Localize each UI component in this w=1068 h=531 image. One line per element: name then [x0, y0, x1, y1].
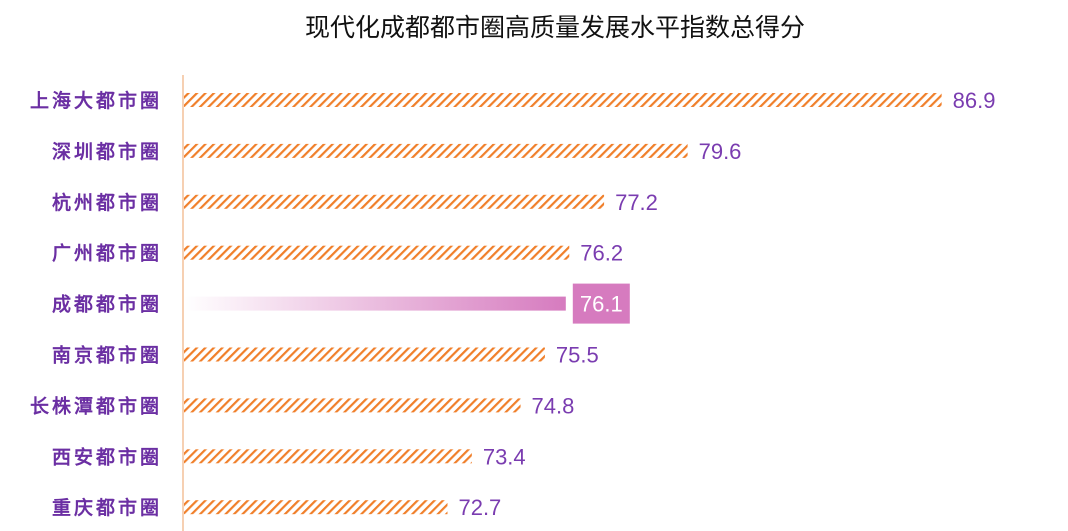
bar: [184, 347, 545, 362]
data-label: 75.5: [556, 343, 599, 368]
chart-title: 现代化成都都市圈高质量发展水平指数总得分: [304, 13, 805, 42]
highlight-label-box: [572, 283, 630, 324]
data-label: 72.7: [458, 495, 501, 520]
category-label: 重庆都市圈: [52, 496, 162, 519]
category-label: 上海大都市圈: [30, 89, 162, 112]
category-label: 深圳都市圈: [52, 140, 162, 163]
bar: [184, 93, 942, 107]
category-label: 长株潭都市圈: [30, 394, 162, 417]
bar: [184, 500, 448, 515]
category-label: 西安都市圈: [52, 445, 162, 468]
data-label: 86.9: [953, 88, 996, 113]
bar: [184, 449, 472, 464]
category-label: 杭州都市圈: [52, 191, 162, 214]
data-label: 79.6: [699, 139, 742, 164]
bar: [184, 245, 570, 260]
bar: [184, 398, 521, 413]
bar: [184, 296, 566, 311]
bar: [184, 143, 688, 158]
category-label: 南京都市圈: [52, 344, 162, 367]
bar: [184, 194, 605, 209]
category-label: 成都都市圈: [52, 293, 162, 316]
data-label: 73.4: [483, 444, 526, 469]
data-label: 74.8: [532, 393, 575, 418]
data-label: 77.2: [615, 190, 658, 215]
category-label: 广州都市圈: [52, 242, 162, 265]
data-label: 76.1: [580, 292, 623, 317]
data-label: 76.2: [580, 241, 623, 266]
